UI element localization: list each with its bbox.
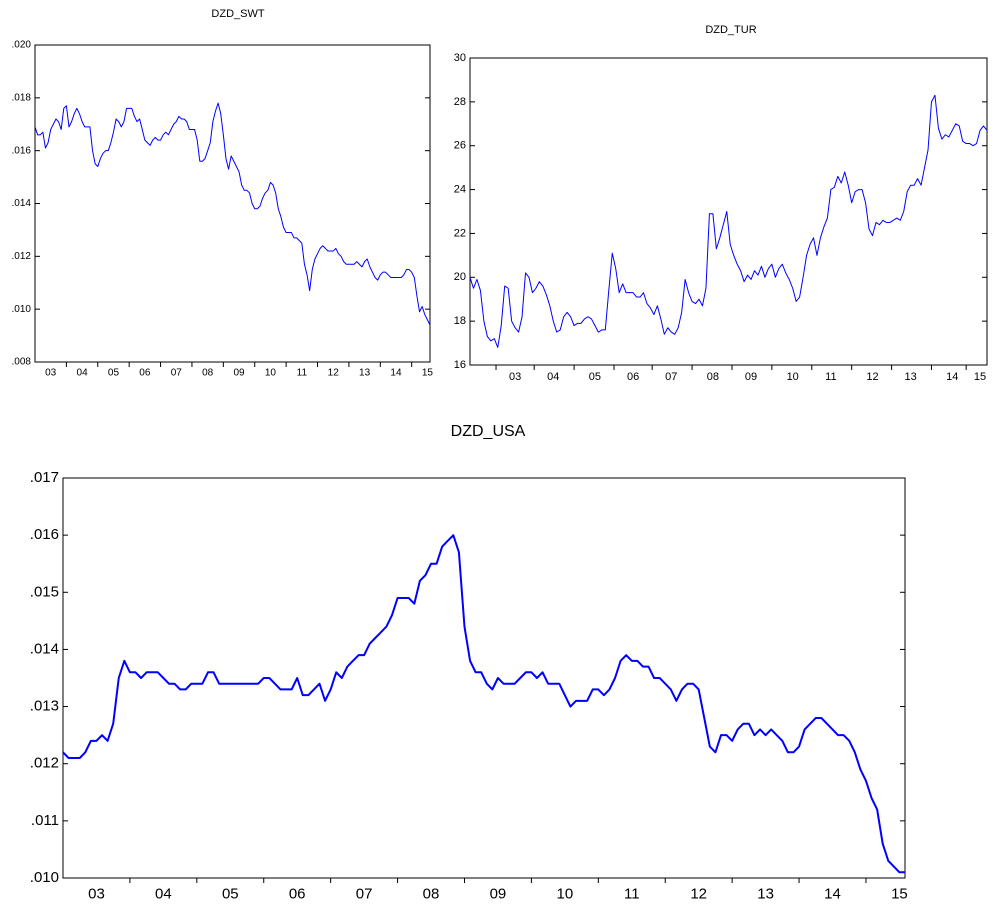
y-tick-label: .014 — [30, 640, 59, 657]
x-tick-label: 10 — [787, 371, 799, 383]
x-tick-label: 06 — [627, 371, 639, 383]
x-tick-label: 04 — [155, 885, 172, 902]
x-tick-label: 14 — [824, 885, 841, 902]
x-tick-label: 04 — [77, 368, 89, 379]
plot-frame — [469, 57, 988, 366]
y-tick-label: .018 — [12, 92, 32, 103]
x-tick-label: 10 — [265, 368, 277, 379]
chart-title: DZD_TUR — [705, 24, 756, 36]
x-tick-label: 03 — [45, 368, 57, 379]
x-tick-label: 07 — [356, 885, 373, 902]
x-tick-label: 05 — [222, 885, 239, 902]
data-line — [34, 102, 431, 326]
y-tick-label: 20 — [454, 271, 466, 283]
x-tick-label: 12 — [866, 371, 878, 383]
x-tick-label: 12 — [328, 368, 340, 379]
y-tick-label: .016 — [30, 526, 59, 543]
y-tick-label: .014 — [12, 198, 32, 209]
y-tick-label: .017 — [30, 469, 59, 486]
x-tick-label: 09 — [233, 368, 245, 379]
x-tick-label: 11 — [624, 885, 640, 902]
x-tick-label: 09 — [490, 885, 507, 902]
plot-frame — [34, 44, 431, 363]
y-tick-label: .008 — [12, 357, 32, 368]
x-tick-label: 11 — [825, 371, 836, 383]
y-tick-label: 22 — [454, 227, 466, 239]
x-tick-label: 08 — [423, 885, 440, 902]
x-tick-label: 14 — [946, 371, 958, 383]
y-tick-label: 24 — [454, 183, 466, 195]
x-tick-label: 08 — [202, 368, 214, 379]
x-tick-label: 07 — [171, 368, 183, 379]
x-tick-label: 05 — [108, 368, 120, 379]
x-tick-label: 14 — [390, 368, 402, 379]
y-tick-label: .012 — [30, 755, 59, 772]
chart-title: DZD_SWT — [211, 8, 264, 20]
y-tick-label: .015 — [30, 583, 59, 600]
x-tick-label: 03 — [88, 885, 105, 902]
x-tick-label: 15 — [422, 368, 434, 379]
y-tick-label: .010 — [30, 869, 59, 886]
plot-frame — [62, 477, 906, 879]
y-tick-label: .016 — [12, 145, 32, 156]
x-tick-label: 15 — [974, 371, 986, 383]
chart-title: DZD_USA — [451, 423, 526, 440]
x-tick-label: 05 — [589, 371, 601, 383]
x-tick-label: 10 — [557, 885, 574, 902]
x-tick-label: 06 — [289, 885, 306, 902]
x-tick-label: 13 — [359, 368, 371, 379]
x-tick-label: 13 — [757, 885, 774, 902]
y-tick-label: 26 — [454, 140, 466, 152]
y-tick-label: .010 — [12, 304, 32, 315]
x-tick-label: 06 — [139, 368, 151, 379]
x-tick-label: 07 — [665, 371, 677, 383]
x-tick-label: 13 — [905, 371, 917, 383]
data-line — [469, 94, 988, 348]
y-tick-label: .011 — [31, 812, 59, 829]
y-tick-label: .012 — [12, 251, 32, 262]
x-tick-label: 03 — [509, 371, 521, 383]
data-line — [62, 534, 905, 874]
x-tick-label: 09 — [745, 371, 757, 383]
x-tick-label: 15 — [891, 885, 908, 902]
y-tick-label: 18 — [454, 315, 466, 327]
x-tick-label: 04 — [547, 371, 559, 383]
y-tick-label: 28 — [454, 96, 466, 108]
y-tick-label: .020 — [12, 40, 32, 51]
x-tick-label: 11 — [297, 368, 308, 379]
y-tick-label: .013 — [30, 698, 59, 715]
x-tick-label: 08 — [707, 371, 719, 383]
y-tick-label: 16 — [454, 359, 466, 371]
x-tick-label: 12 — [690, 885, 707, 902]
y-tick-label: 30 — [454, 52, 466, 64]
